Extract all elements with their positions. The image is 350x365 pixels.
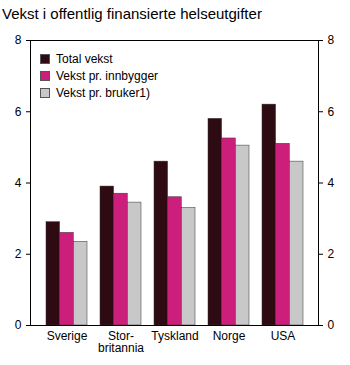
html-text:Vekst i offentlig finansierte: Vekst i offentlig finansierte helseutgif…: [2, 5, 262, 22]
svg-text:Tyskland: Tyskland: [151, 329, 198, 343]
svg-text:Norge: Norge: [213, 329, 246, 343]
svg-text:4: 4: [328, 176, 335, 190]
html-text:Vekst pr. bruker1): Vekst pr. bruker1): [56, 85, 150, 100]
svg-text:Stor-britannia: Stor-britannia: [98, 329, 144, 355]
svg-text:Sverige: Sverige: [47, 329, 88, 343]
html-text:Total vekst: Total vekst: [56, 51, 113, 66]
svg-text:0: 0: [328, 318, 335, 332]
svg-text:8: 8: [328, 33, 335, 47]
svg-text:6: 6: [15, 105, 22, 119]
svg-text:8: 8: [15, 33, 22, 47]
svg-text:0: 0: [15, 318, 22, 332]
svg-text:4: 4: [15, 176, 22, 190]
svg-text:2: 2: [328, 247, 335, 261]
html-text:Vekst pr. innbygger: Vekst pr. innbygger: [56, 68, 159, 83]
svg-text:2: 2: [15, 247, 22, 261]
svg-text:6: 6: [328, 105, 335, 119]
svg-text:USA: USA: [271, 329, 296, 343]
